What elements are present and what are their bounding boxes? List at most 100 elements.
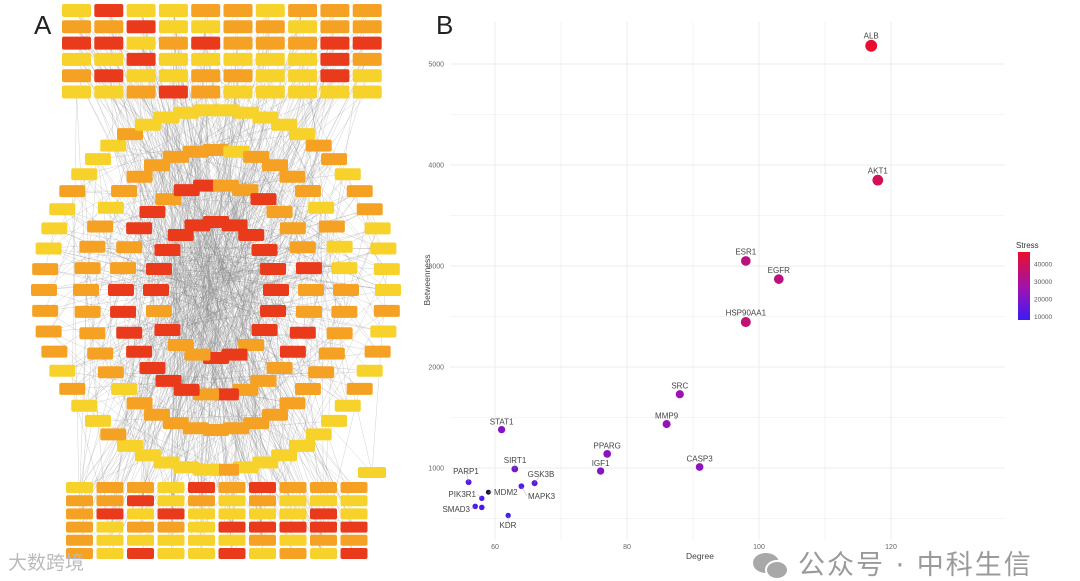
- network-node: [262, 159, 289, 172]
- network-node: [145, 305, 172, 318]
- network-node: [71, 399, 98, 412]
- network-node: [126, 222, 153, 235]
- label-leader-line: [521, 486, 528, 497]
- network-node: [288, 52, 318, 66]
- network-node: [116, 326, 143, 339]
- network-edge: [129, 134, 184, 324]
- network-node: [249, 521, 276, 533]
- network-node: [154, 323, 181, 336]
- network-node: [294, 382, 321, 395]
- network-node: [340, 482, 368, 493]
- network-node: [62, 69, 91, 83]
- network-node: [126, 69, 156, 83]
- network-node: [126, 170, 153, 183]
- network-node: [223, 52, 253, 66]
- network-edge: [175, 423, 207, 470]
- network-node: [188, 495, 215, 507]
- network-node: [126, 345, 153, 358]
- network-node: [320, 20, 350, 34]
- network-node: [295, 305, 322, 318]
- network-node: [62, 52, 91, 66]
- network-node: [250, 374, 277, 387]
- network-edge: [210, 221, 217, 325]
- network-edge: [229, 272, 324, 501]
- network-node: [191, 85, 221, 99]
- network-node: [295, 262, 322, 275]
- network-node: [73, 284, 99, 296]
- network-node: [310, 548, 337, 559]
- network-node: [74, 262, 101, 275]
- x-tick-label: 100: [753, 544, 765, 551]
- network-edge: [92, 333, 227, 470]
- network-node: [218, 508, 246, 520]
- network-edge: [222, 327, 324, 554]
- network-node: [334, 168, 361, 181]
- network-edge: [168, 225, 235, 382]
- network-edge: [193, 316, 233, 488]
- network-edge: [205, 91, 345, 269]
- network-edge: [113, 145, 293, 177]
- network-node: [221, 219, 248, 232]
- network-edge: [76, 75, 204, 330]
- network-node: [127, 482, 154, 493]
- network-edge: [245, 190, 252, 346]
- network-edge: [100, 10, 271, 354]
- network-node: [155, 374, 182, 387]
- network-node: [126, 4, 156, 17]
- network-edge: [265, 117, 387, 270]
- network-edge: [45, 268, 384, 332]
- network-node: [188, 548, 215, 559]
- network-node: [192, 104, 219, 117]
- network-node: [326, 240, 353, 253]
- network-edge: [197, 112, 247, 226]
- network-edge: [225, 282, 348, 406]
- network-node: [218, 482, 246, 493]
- data-point: [740, 256, 751, 266]
- network-nodes: [31, 4, 401, 559]
- network-node: [310, 508, 337, 520]
- network-edge: [158, 268, 243, 274]
- network-node: [191, 52, 221, 66]
- network-node: [127, 548, 154, 559]
- network-node: [308, 201, 335, 214]
- network-edge: [257, 267, 345, 285]
- network-node: [94, 85, 124, 99]
- network-node: [255, 85, 285, 99]
- network-node: [352, 85, 382, 99]
- network-node: [97, 201, 124, 214]
- network-node: [326, 327, 353, 340]
- network-node: [370, 242, 397, 255]
- network-edge: [215, 149, 389, 291]
- network-node: [203, 424, 229, 436]
- network-node: [279, 534, 307, 546]
- y-tick-label: 5000: [428, 62, 444, 69]
- network-node: [346, 382, 373, 395]
- network-edge: [215, 310, 387, 431]
- network-node: [158, 4, 188, 17]
- network-node: [289, 439, 315, 452]
- network-edge: [186, 190, 254, 296]
- data-point: [596, 467, 605, 475]
- network-edge: [140, 91, 259, 334]
- network-edge: [92, 246, 190, 318]
- network-node: [249, 495, 276, 507]
- network-edge: [215, 221, 223, 272]
- network-node: [213, 104, 240, 117]
- legend-tick-label: 30000: [1034, 279, 1052, 286]
- network-edge: [76, 43, 207, 395]
- network-edge: [109, 252, 198, 528]
- network-edge: [79, 226, 101, 528]
- network-edge: [140, 43, 230, 297]
- network-node: [218, 548, 246, 559]
- network-node: [126, 85, 156, 99]
- network-node: [298, 284, 324, 296]
- network-node: [41, 222, 68, 235]
- network-node: [157, 534, 185, 546]
- network-node: [157, 548, 185, 559]
- network-node: [305, 139, 332, 152]
- network-node: [218, 534, 246, 546]
- data-point: [603, 450, 612, 458]
- network-node: [158, 20, 188, 34]
- network-node: [127, 508, 154, 520]
